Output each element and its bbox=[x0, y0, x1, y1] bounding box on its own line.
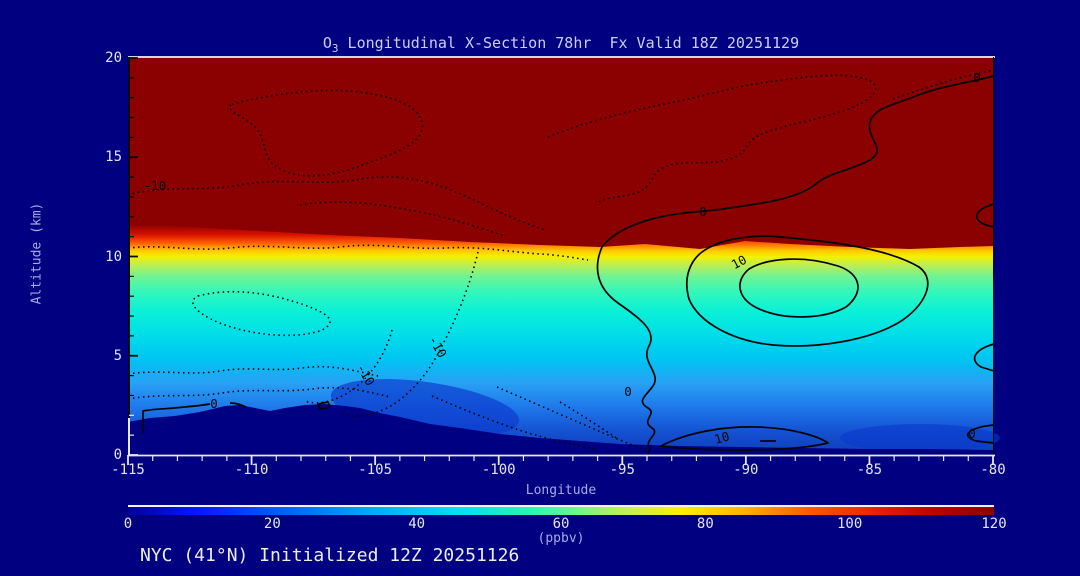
x-tick-label: -115 bbox=[111, 462, 145, 478]
x-tick-label: -85 bbox=[856, 462, 883, 478]
colorbar-tick-label: 20 bbox=[263, 516, 281, 532]
contour-label: 10 bbox=[729, 252, 749, 272]
stratosphere-fill bbox=[128, 58, 993, 249]
ozone-contours-dotted-negative bbox=[127, 69, 994, 452]
colorbar-tick-label: 0 bbox=[123, 516, 133, 532]
y-tick-label: 15 bbox=[105, 149, 122, 166]
y-axis-title: Altitude (km) bbox=[29, 202, 45, 305]
y-axis-ticks bbox=[129, 57, 138, 456]
x-tick-label: -80 bbox=[980, 462, 1006, 478]
colorbar-tick-label: 60 bbox=[552, 516, 570, 532]
colorbar-tick-label: 80 bbox=[696, 516, 714, 532]
y-tick-label: 10 bbox=[105, 248, 122, 265]
y-tick-label: 0 bbox=[113, 447, 122, 463]
chart-title: O3 Longitudinal X-Section 78hr Fx Valid … bbox=[322, 34, 800, 55]
x-tick-label: -90 bbox=[733, 462, 759, 478]
colorbar bbox=[128, 505, 994, 515]
ozone-contours-solid-positive bbox=[142, 75, 995, 456]
x-tick-label: -95 bbox=[609, 462, 635, 478]
contour-label: 0 bbox=[968, 426, 976, 441]
colorbar-tick-label: 40 bbox=[408, 516, 426, 532]
contour-label: 0 bbox=[624, 384, 632, 399]
y-tick-label: 20 bbox=[105, 50, 122, 66]
low-ozone-pocket-east bbox=[840, 424, 1000, 452]
y-tick-label: 5 bbox=[113, 347, 122, 364]
x-tick-label: -110 bbox=[234, 462, 269, 478]
initialization-caption: NYC (41°N) Initialized 12Z 20251126 bbox=[140, 545, 520, 566]
x-tick-label: -105 bbox=[358, 462, 392, 478]
x-axis-ticks bbox=[127, 455, 994, 465]
contour-label: 10 bbox=[713, 428, 731, 446]
colorbar-tick-label: 120 bbox=[981, 516, 1007, 532]
contour-label: 0 bbox=[699, 204, 707, 219]
subscript-3: 3 bbox=[331, 42, 339, 55]
colorbar-tick-label: 100 bbox=[837, 516, 863, 532]
colorbar-unit: (ppbv) bbox=[537, 531, 585, 546]
contour-label: 0 bbox=[210, 396, 218, 411]
terrain-silhouette bbox=[128, 404, 993, 455]
contour-label: 0 bbox=[973, 70, 981, 85]
x-axis-title: Longitude bbox=[525, 483, 597, 498]
x-tick-label: -100 bbox=[481, 462, 516, 478]
contour-label: -10 bbox=[144, 178, 167, 193]
